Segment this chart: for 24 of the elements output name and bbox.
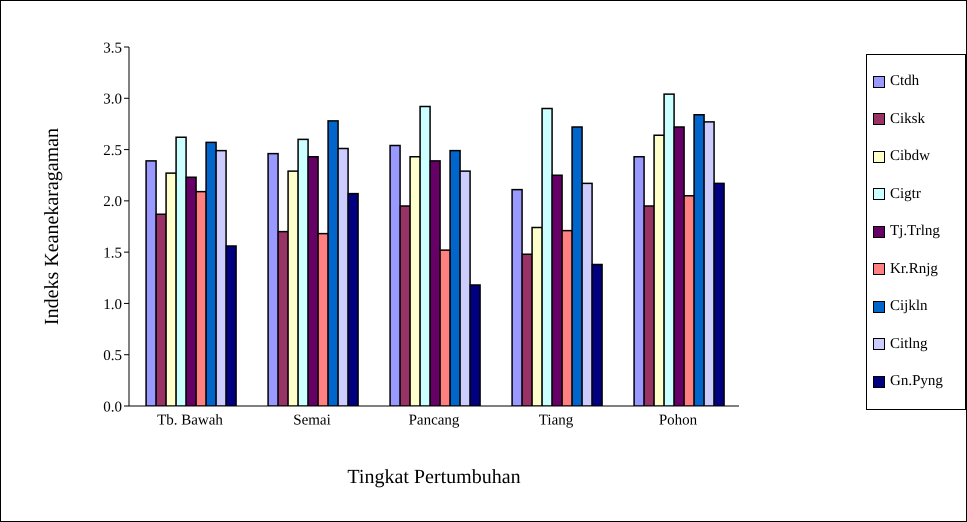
x-tick-label: Semai — [293, 412, 331, 429]
x-tick-label: Pohon — [658, 412, 698, 429]
x-tick-label: Tb. Bawah — [157, 412, 224, 429]
y-tick-label: 3.0 — [103, 92, 122, 108]
legend-label: Ciksk — [890, 110, 926, 128]
y-tick-label: 0.0 — [103, 399, 122, 416]
y-tick-label: 1.0 — [103, 296, 122, 313]
x-tick-label: Pancang — [408, 412, 460, 429]
y-tick-label: 0.5 — [103, 348, 122, 364]
y-tick-label: 1.5 — [103, 245, 122, 262]
legend-label: Ctdh — [890, 73, 920, 90]
y-tick-label: 2.5 — [103, 142, 122, 159]
legend-label: Cijkln — [890, 298, 928, 316]
legend-label: Cibdw — [890, 148, 930, 166]
legend-label: Kr.Rnjg — [890, 260, 938, 278]
legend-label: Gn.Pyng — [890, 373, 943, 390]
x-axis-title: Tingkat Pertumbuhan — [347, 466, 521, 488]
legend-label: Tj.Trlng — [890, 223, 940, 240]
y-axis-title: Indeks Keanekaragaman — [41, 128, 64, 326]
legend-label: Citlng — [890, 336, 928, 353]
x-tick-label: Tiang — [538, 412, 574, 429]
legend-label: Cigtr — [890, 186, 921, 203]
y-tick-label: 3.5 — [103, 40, 122, 56]
y-tick-label: 2.0 — [103, 194, 122, 210]
